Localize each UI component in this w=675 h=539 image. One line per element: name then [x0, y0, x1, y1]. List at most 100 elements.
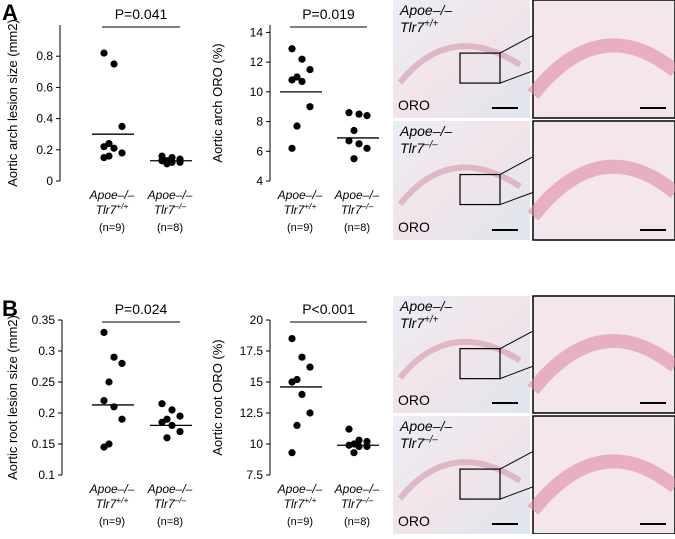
y-tick-label: 0.35	[32, 313, 56, 327]
dot	[110, 353, 118, 361]
tissue	[397, 164, 522, 207]
gene-name: Tlr7	[341, 497, 363, 511]
panel-label: B	[2, 296, 18, 321]
dot	[163, 160, 171, 168]
tissue-zoom	[527, 38, 675, 99]
gene-name: Tlr7	[154, 203, 176, 217]
dot	[288, 76, 296, 84]
dot	[363, 437, 371, 446]
genotype-label: Apoe–/–	[334, 482, 380, 496]
connector	[499, 486, 534, 500]
genotype-label: Tlr7+/+	[284, 495, 317, 511]
genotype-label: Tlr7–/–	[400, 139, 438, 156]
dot	[306, 65, 314, 74]
dot	[355, 110, 363, 118]
y-tick-label: 0.4	[36, 112, 53, 126]
y-tick-label: 8	[256, 115, 263, 129]
genotype-label: Tlr7+/+	[400, 18, 439, 35]
gene-name: Tlr7	[400, 435, 425, 451]
dot	[350, 155, 358, 163]
y-tick-label: 0	[46, 174, 53, 188]
genotype-label: Apoe–/–	[399, 418, 452, 434]
dot	[118, 149, 126, 157]
n-label: (n=9)	[287, 222, 313, 234]
dot	[298, 353, 306, 361]
dot	[345, 137, 353, 145]
tissue-zoom	[527, 159, 675, 221]
dot	[118, 415, 126, 423]
dot	[110, 144, 118, 152]
genotype-label: Apoe–/–	[399, 2, 452, 18]
genotype-label: Apoe–/–	[277, 188, 323, 202]
genotype-label: Tlr7+/+	[96, 495, 129, 511]
y-tick-label: 20	[250, 313, 264, 327]
dot	[288, 449, 296, 457]
tissue	[397, 459, 522, 501]
genotype-sup: +/+	[424, 314, 438, 325]
dot	[355, 140, 363, 148]
y-tick-label: 0.2	[36, 143, 53, 157]
dot	[176, 158, 184, 166]
dot	[105, 378, 113, 386]
dot	[350, 126, 358, 135]
n-label: (n=9)	[99, 516, 125, 528]
p-value: P=0.024	[115, 301, 168, 317]
gene-name: Tlr7	[96, 497, 118, 511]
dot	[158, 400, 166, 408]
tissue	[397, 338, 522, 380]
connector	[499, 365, 534, 380]
y-axis-label: Aortic arch lesion size (mm2)	[5, 19, 20, 187]
panel-label: A	[2, 0, 18, 25]
n-label: (n=8)	[344, 222, 370, 234]
dot	[355, 442, 363, 451]
dot	[100, 154, 108, 162]
y-axis-label: Aortic root lesion size (mm2)	[5, 315, 20, 480]
p-value: P=0.019	[302, 6, 355, 22]
n-label: (n=9)	[287, 516, 313, 528]
dot	[363, 112, 371, 120]
genotype-label: Apoe–/–	[277, 482, 323, 496]
y-tick-label: 15	[250, 375, 264, 389]
gene-name: Tlr7	[284, 203, 306, 217]
genotype-sup: +/+	[304, 495, 316, 505]
genotype-sup: +/+	[116, 495, 128, 505]
tissue-zoom	[527, 454, 675, 515]
genotype-label: Tlr7+/+	[96, 201, 129, 217]
y-tick-label: 6	[256, 144, 263, 158]
genotype-sup: –/–	[423, 139, 438, 150]
y-tick-label: 7.5	[246, 468, 263, 482]
dot	[293, 122, 301, 130]
genotype-label: Tlr7–/–	[400, 434, 438, 451]
genotype-label: Tlr7–/–	[341, 495, 374, 511]
tissue	[397, 43, 522, 85]
genotype-sup: +/+	[424, 18, 438, 29]
dot	[288, 45, 296, 53]
genotype-label: Apoe–/–	[399, 298, 452, 314]
dot	[100, 143, 108, 151]
inset-box	[459, 348, 501, 380]
y-tick-label: 0.15	[32, 437, 56, 451]
stain-label: ORO	[398, 97, 430, 113]
genotype-sup: –/–	[423, 434, 438, 445]
tissue-zoom	[527, 334, 675, 394]
y-tick-label: 0.1	[38, 468, 55, 482]
y-tick-label: 10	[250, 85, 264, 99]
stain-label: ORO	[398, 513, 430, 529]
stain-label: ORO	[398, 219, 430, 235]
dot	[355, 436, 363, 444]
genotype-label: Apoe–/–	[89, 482, 135, 496]
genotype-label: Tlr7–/–	[154, 495, 187, 511]
dot	[100, 443, 108, 451]
n-label: (n=8)	[157, 222, 183, 234]
y-tick-label: 17.5	[240, 344, 264, 358]
stain-label: ORO	[398, 392, 430, 408]
y-tick-label: 0.3	[38, 344, 55, 358]
gene-name: Tlr7	[284, 497, 306, 511]
genotype-label: Apoe–/–	[147, 482, 193, 496]
dot	[163, 434, 171, 442]
genotype-label: Apoe–/–	[89, 188, 135, 202]
dot	[298, 55, 306, 63]
dot	[168, 406, 176, 414]
inset-box	[459, 52, 501, 84]
dot	[298, 390, 306, 398]
